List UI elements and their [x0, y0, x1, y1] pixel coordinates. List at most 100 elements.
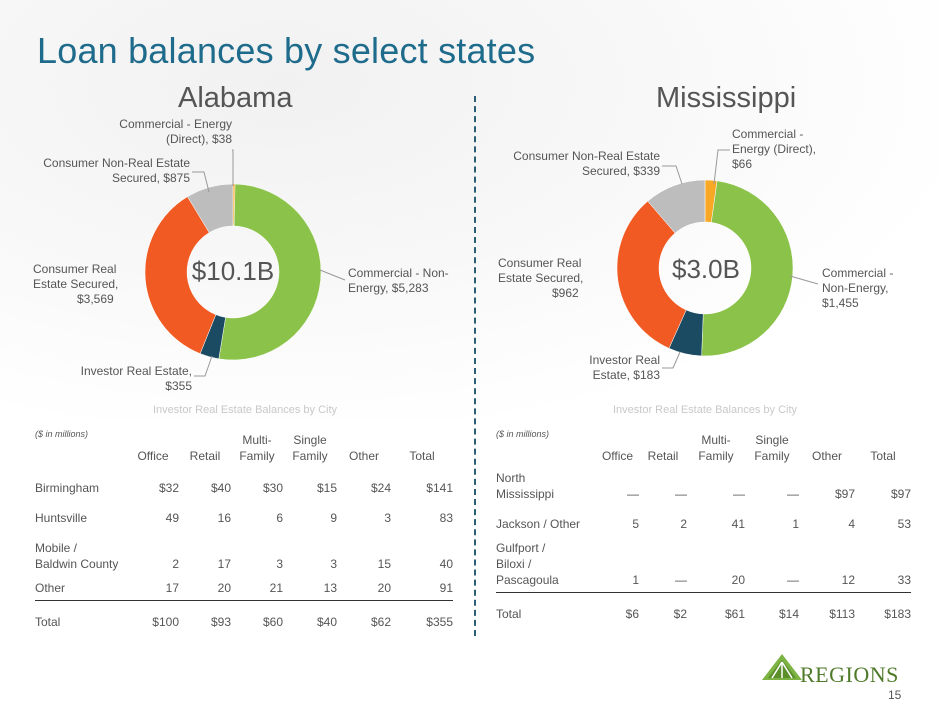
value-cell: 16 [217, 511, 231, 525]
al-label-energy: Commercial - Energy (Direct), $38 [119, 117, 232, 146]
alabama-donut-chart [145, 184, 321, 360]
al-table-title: Investor Real Estate Balances by City [152, 404, 338, 416]
value-cell: $40 [210, 481, 231, 495]
value-cell: $32 [158, 481, 179, 495]
dashed-divider [474, 96, 476, 636]
al-slice-4 [187, 184, 234, 233]
table-total-row: Total $6 $2 $61 $14 $113 $183 [496, 591, 911, 626]
table-total-row: Total $100 $93 $60 $40 $62 $355 [35, 599, 453, 634]
value-cell: — [675, 487, 687, 501]
value-cell: $355 [391, 599, 453, 634]
value-cell: 5 [632, 517, 639, 531]
value-cell: $62 [337, 599, 391, 634]
value-cell: $141 [426, 481, 453, 495]
ms-slice-1 [701, 180, 793, 356]
ms-label-consumer-nre: Consumer Non-Real Estate Secured, $339 [513, 149, 660, 178]
al-label-consumer-re: Consumer Real Estate Secured, $3,569 [33, 262, 119, 306]
value-cell: $113 [799, 591, 855, 626]
value-cell: $97 [834, 487, 855, 501]
al-label-ire: Investor Real Estate, $355 [80, 364, 192, 393]
city-cell: North Mississippi [496, 471, 555, 501]
value-cell: 9 [330, 511, 337, 525]
value-cell: $30 [262, 481, 283, 495]
table-row: North Mississippi — — — — $97 $97 [496, 470, 911, 506]
table-row: Jackson / Other 5 2 41 1 4 53 [496, 506, 911, 536]
value-cell: — [627, 487, 639, 501]
value-cell: 4 [848, 517, 855, 531]
table-header-row: Office Retail Multi- Family Single Family Othe… [496, 430, 911, 470]
value-cell: 83 [439, 511, 453, 525]
value-cell: 12 [841, 572, 855, 587]
ms-table-units: ($ in millions) [496, 429, 550, 439]
value-cell: 13 [323, 580, 337, 595]
value-cell: 40 [439, 557, 453, 571]
mississippi-title: Mississippi [656, 82, 797, 114]
regions-logo-icon [762, 654, 802, 680]
value-cell: 2 [680, 517, 687, 531]
al-label-commercial: Commercial - Non- Energy, $5,283 [348, 266, 449, 295]
column-header: Office [601, 449, 634, 463]
column-header: Single Family [292, 433, 328, 463]
table-header-row: Office Retail Multi- Family Single Family Othe… [35, 430, 453, 470]
value-cell: 91 [439, 580, 453, 595]
ms-label-commercial: Commercial - Non-Energy, $1,455 [822, 266, 894, 310]
value-cell: 33 [897, 572, 911, 587]
alabama-total-label: $10.1B [191, 256, 275, 286]
value-cell: 6 [276, 511, 283, 525]
value-cell: 1 [792, 517, 799, 531]
regions-logo-text: REGIONS [800, 662, 899, 687]
page-number: 15 [888, 688, 902, 702]
alabama-ire-table: Office Retail Multi- Family Single Family Othe… [35, 430, 453, 634]
value-cell: $60 [231, 599, 283, 634]
column-header: Other [811, 449, 842, 463]
value-cell: $61 [687, 591, 745, 626]
al-table-units: ($ in millions) [35, 429, 89, 439]
column-header: Retail [647, 449, 679, 463]
al-slice-1 [218, 184, 321, 360]
column-header: Multi- Family [698, 433, 734, 463]
ms-label-energy: Commercial - Energy (Direct), $66 [732, 127, 817, 171]
city-cell: Huntsville [35, 511, 88, 525]
value-cell: $6 [596, 591, 639, 626]
value-cell: 3 [384, 511, 391, 525]
column-header: Other [348, 449, 379, 463]
ms-leader-lines [662, 149, 819, 369]
value-cell: 2 [172, 557, 179, 571]
city-cell: Total [35, 599, 127, 634]
mississippi-ire-table: Office Retail Multi- Family Single Family Othe… [496, 430, 911, 626]
table-row: Huntsville 49 16 6 9 3 83 [35, 500, 453, 530]
table-row: Gulfport / Biloxi / Pascagoula 1 — 20 — 12 33 [496, 536, 911, 592]
value-cell: $14 [745, 591, 799, 626]
value-cell: $93 [179, 599, 231, 634]
column-header: Multi- Family [239, 433, 275, 463]
value-cell: $100 [127, 599, 179, 634]
al-leader-lines [192, 149, 346, 377]
alabama-title: Alabama [178, 82, 293, 114]
value-cell: 1 [632, 572, 639, 587]
table-row: Birmingham $32 $40 $30 $15 $24 $141 [35, 470, 453, 500]
value-cell: — [787, 572, 799, 587]
column-header: Total [409, 449, 435, 463]
value-cell: 17 [165, 580, 179, 595]
city-cell: Total [496, 591, 596, 626]
page-title: Loan balances by select states [37, 30, 536, 71]
value-cell: 21 [269, 580, 283, 595]
column-header: Single Family [754, 433, 790, 463]
value-cell: 49 [165, 511, 179, 525]
mississippi-donut-chart [617, 180, 793, 356]
value-cell: 20 [731, 572, 745, 587]
value-cell: 53 [897, 517, 911, 531]
city-cell: Jackson / Other [496, 517, 581, 531]
ms-label-ire: Investor Real Estate, $183 [589, 353, 660, 382]
city-cell: Mobile / Baldwin County [35, 541, 119, 571]
city-cell: Gulfport / Biloxi / Pascagoula [496, 540, 559, 587]
value-cell: $2 [639, 591, 687, 626]
ms-slice-3 [617, 200, 687, 349]
column-header: Office [137, 449, 169, 463]
city-cell: Birmingham [35, 481, 100, 495]
city-cell: Other [35, 580, 66, 595]
ms-table-title: Investor Real Estate Balances by City [612, 404, 798, 416]
value-cell: 41 [731, 517, 745, 531]
al-slice-3 [145, 196, 217, 354]
ms-slice-4 [647, 180, 706, 234]
